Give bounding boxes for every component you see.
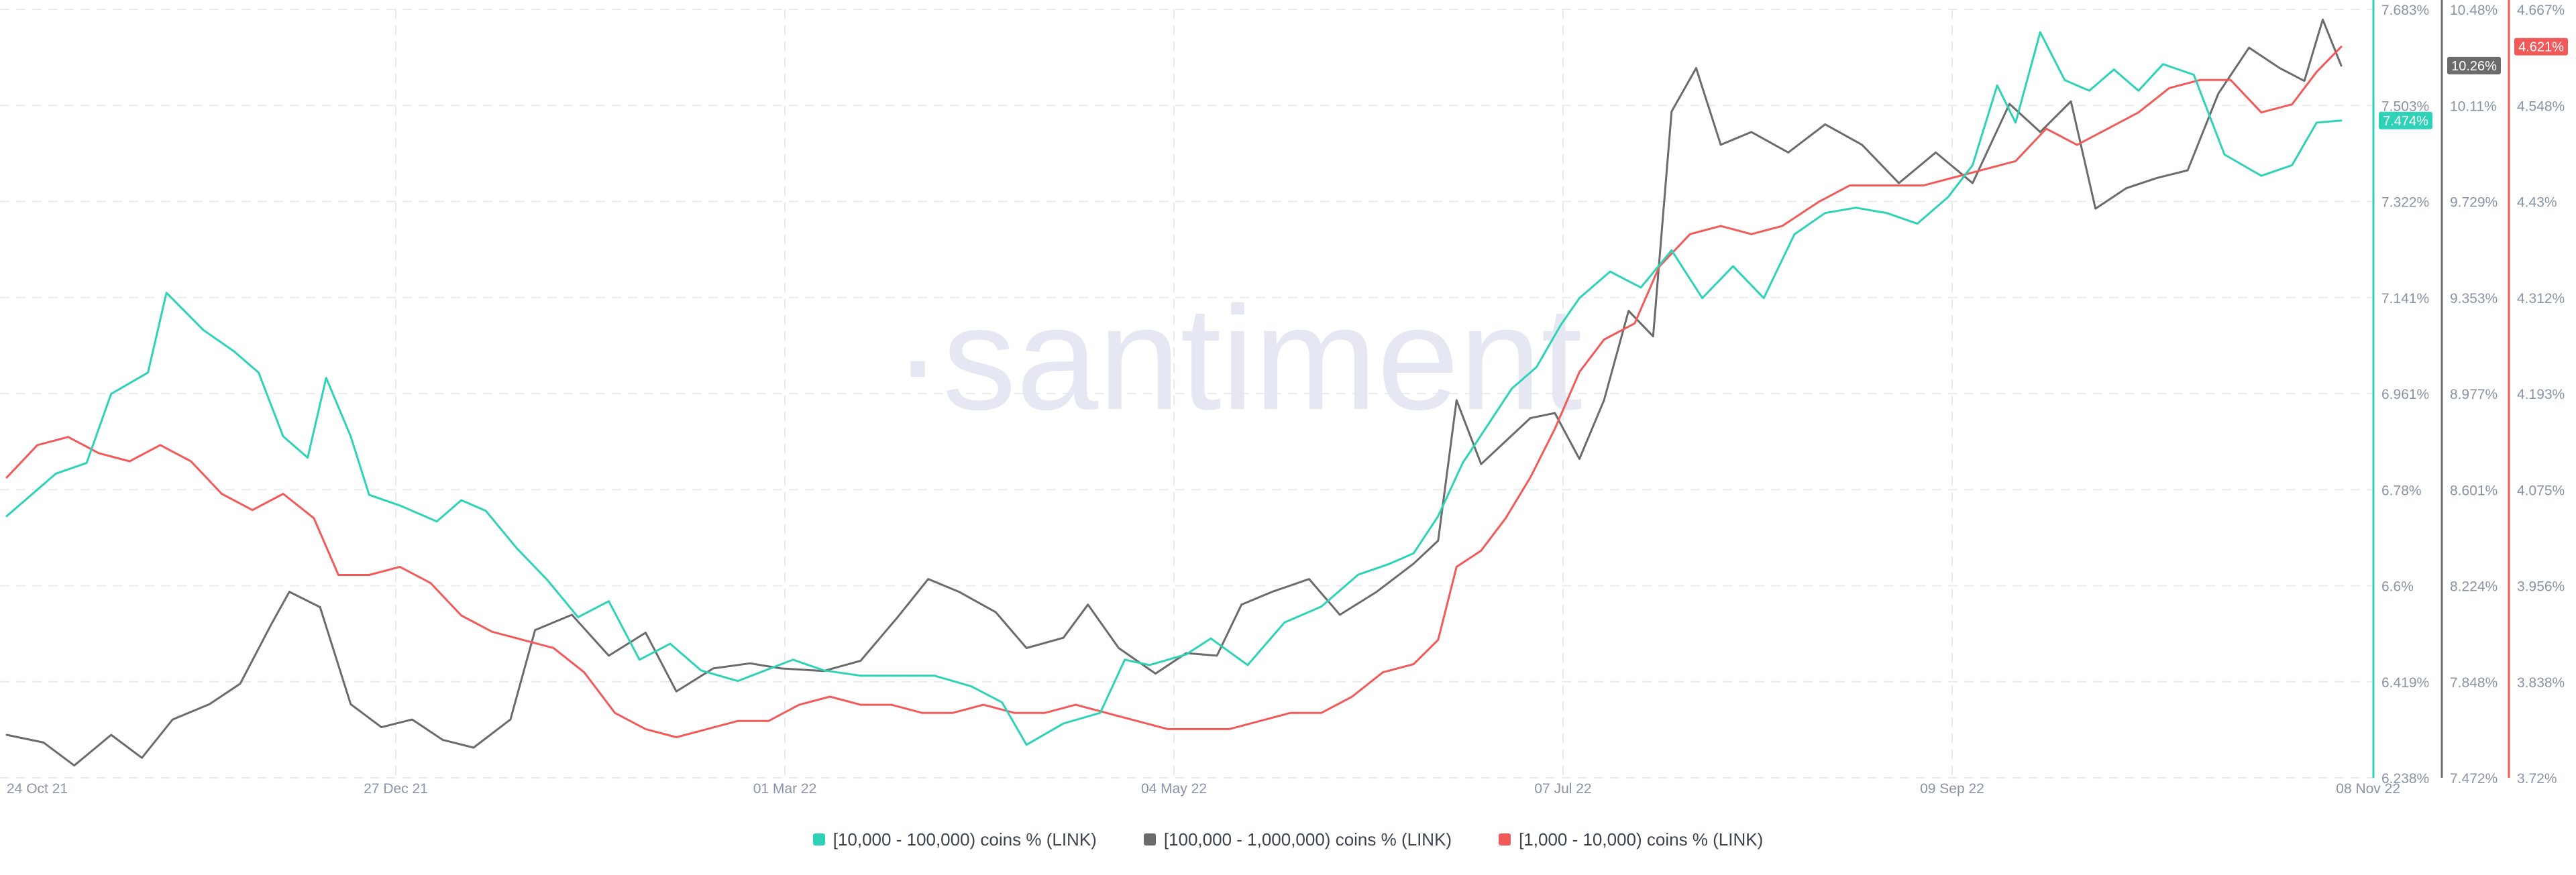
x-tick-label: 07 Jul 22 — [1534, 781, 1591, 797]
grid-layer — [0, 9, 2375, 778]
legend-swatch-red — [1499, 833, 1511, 845]
y-tick-label-gray: 7.472% — [2450, 771, 2498, 786]
y-tick-label-teal: 6.238% — [2381, 771, 2429, 786]
y-tick-label-teal: 7.683% — [2381, 3, 2429, 18]
x-axis: 24 Oct 21 27 Dec 21 01 Mar 22 04 May 22 07 J… — [7, 781, 2400, 797]
x-tick-label: 24 Oct 21 — [7, 781, 68, 797]
y-tick-label-red: 3.72% — [2517, 771, 2557, 786]
y-tick-label-teal: 7.322% — [2381, 195, 2429, 211]
y-tick-label-teal: 7.141% — [2381, 291, 2429, 306]
y-tick-label-red: 4.193% — [2517, 387, 2565, 402]
y-tick-label-red: 4.075% — [2517, 483, 2565, 498]
y-tick-label-red: 4.43% — [2517, 195, 2557, 211]
legend-label: [100,000 - 1,000,000) coins % (LINK) — [1163, 829, 1452, 850]
y-tick-label-teal: 6.6% — [2381, 579, 2414, 595]
y-tick-label-red: 3.838% — [2517, 675, 2565, 691]
series-line-gray[interactable] — [5, 18, 2343, 767]
series-line-teal[interactable] — [5, 31, 2343, 746]
axes-layer: 7.683% 7.503% 7.322% 7.141% 6.961% 6.78% 6.6% 6… — [2372, 0, 2568, 786]
y-tick-label-gray: 8.601% — [2450, 483, 2498, 498]
y-tick-label-gray: 8.977% — [2450, 387, 2498, 402]
current-value-label-gray: 10.26% — [2451, 59, 2497, 74]
y-tick-label-gray: 8.224% — [2450, 579, 2498, 595]
current-value-badge-teal — [2379, 111, 2432, 129]
y-tick-label-teal: 6.78% — [2381, 483, 2422, 498]
y-tick-label-red: 4.548% — [2517, 99, 2565, 114]
series-layer — [5, 18, 2343, 767]
y-tick-label-gray: 9.729% — [2450, 195, 2498, 211]
legend-swatch-gray — [1143, 833, 1156, 845]
current-value-badge-red — [2514, 38, 2568, 56]
y-tick-label-red: 4.312% — [2517, 291, 2565, 306]
legend-item-1k-10k[interactable]: [1,000 - 10,000) coins % (LINK) — [1499, 829, 1763, 850]
legend-label: [1,000 - 10,000) coins % (LINK) — [1519, 829, 1764, 850]
santiment-watermark: ·santiment — [893, 276, 1582, 441]
y-tick-label-red: 4.667% — [2517, 3, 2565, 18]
y-tick-label-teal: 7.503% — [2381, 99, 2429, 114]
y-tick-label-gray: 10.11% — [2450, 99, 2497, 114]
current-value-badge-gray — [2447, 56, 2501, 74]
y-tick-label-gray: 10.48% — [2450, 3, 2498, 18]
legend: [10,000 - 100,000) coins % (LINK) [100,0… — [0, 826, 2576, 853]
y-tick-label-red: 3.956% — [2517, 579, 2565, 595]
current-value-label-teal: 7.474% — [2383, 114, 2428, 129]
legend-label: [10,000 - 100,000) coins % (LINK) — [833, 829, 1097, 850]
x-tick-label: 04 May 22 — [1141, 781, 1207, 797]
legend-item-100k-1m[interactable]: [100,000 - 1,000,000) coins % (LINK) — [1143, 829, 1452, 850]
y-tick-label-gray: 9.353% — [2450, 291, 2498, 306]
y-tick-label-teal: 6.961% — [2381, 387, 2429, 402]
legend-swatch-teal — [812, 833, 825, 845]
current-value-label-red: 4.621% — [2518, 40, 2564, 55]
x-tick-label: 01 Mar 22 — [753, 781, 817, 797]
series-line-red[interactable] — [5, 46, 2343, 738]
x-tick-label: 08 Nov 22 — [2336, 781, 2400, 797]
y-tick-label-teal: 6.419% — [2381, 675, 2429, 691]
y-tick-label-gray: 7.848% — [2450, 675, 2498, 691]
x-tick-label: 09 Sep 22 — [1920, 781, 1984, 797]
x-tick-label: 27 Dec 21 — [364, 781, 428, 797]
legend-item-10k-100k[interactable]: [10,000 - 100,000) coins % (LINK) — [812, 829, 1097, 850]
